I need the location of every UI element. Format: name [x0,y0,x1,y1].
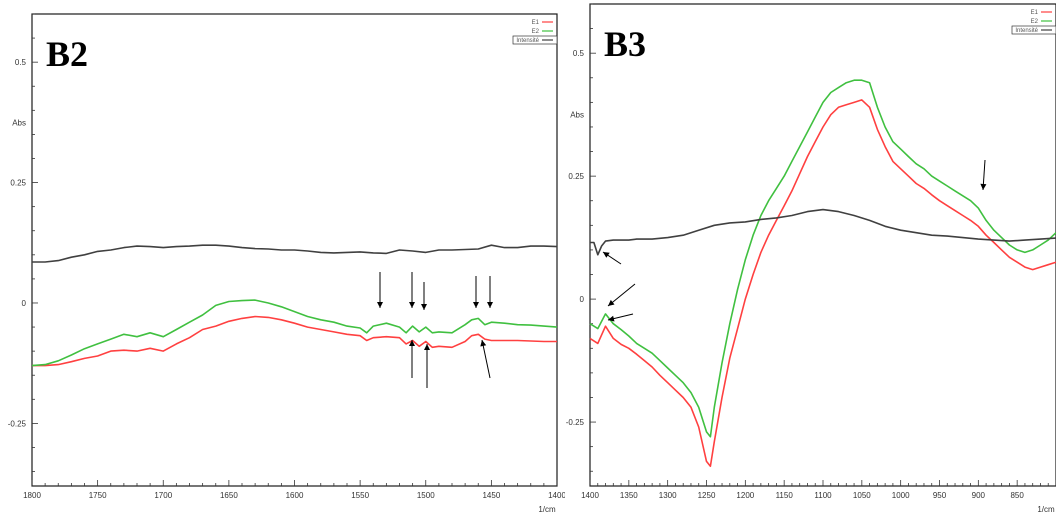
x-axis-unit: 1/cm [1037,505,1055,514]
x-tick-label: 1800 [23,491,41,500]
y-tick-label: 0 [22,299,27,308]
x-tick-label: 1500 [417,491,435,500]
x-tick-label: 1300 [659,491,677,500]
annotation-arrowhead [980,183,987,190]
annotation-arrowhead [424,344,430,350]
annotation-arrowhead [608,315,615,322]
annotation-arrowhead [409,340,415,346]
annotation-arrow [481,339,491,379]
chart-svg-b2: 1800 1750 1700 1650 1600 1550 1500 1450 1400 1/cm… [8,13,565,514]
x-tick-label: 1650 [220,491,238,500]
y-tick-label: -0.25 [566,418,585,427]
x-tick-label: 1100 [814,491,832,500]
series-line-red [32,315,557,367]
x-tick-label: 1750 [89,491,107,500]
x-tick-label: 1050 [853,491,871,500]
y-axis-label: Abs [12,118,26,127]
y-tick-label: 0.5 [573,49,585,58]
x-tick-label: 1400 [548,491,565,500]
series-line-green [31,299,558,367]
x-tick-label: 950 [933,491,947,500]
y-tick-label: 0.25 [568,172,584,181]
annotation-arrowhead [409,302,415,308]
x-tick-label: 1200 [736,491,754,500]
panel-label: B3 [604,24,646,64]
x-tick-label: 1550 [351,491,369,500]
legend-entry-label: Intensité [516,38,539,44]
annotation-arrowhead [377,302,383,308]
legend-box [512,35,558,45]
annotation-arrowhead [608,299,615,306]
panel-label: B2 [46,34,88,74]
annotation-arrowhead [473,302,479,308]
legend-entry-label: E2 [1031,19,1039,25]
annotation-arrowhead [487,302,493,308]
x-axis-unit: 1/cm [538,505,556,514]
x-tick-label: 1700 [154,491,172,500]
x-tick-label: 1450 [482,491,500,500]
y-tick-label: -0.25 [8,419,27,428]
x-tick-label: 1150 [776,491,794,500]
legend-entry-label: E2 [532,29,540,35]
plot-frame [589,3,1056,487]
series-line-dark [32,244,558,263]
y-tick-label: 0.25 [10,179,26,188]
legend-entry-label: E1 [1031,10,1039,16]
x-tick-label: 1250 [698,491,716,500]
legend-entry-label: E1 [532,20,540,26]
x-tick-label: 900 [972,491,986,500]
chart-svg-b3: 1400 1350 1300 1250 1200 1150 1100 1050 1000 950 9… [566,3,1056,514]
legend-entry-label: Intensité [1015,28,1038,34]
annotation-arrowhead [480,340,487,347]
series-line-dark [590,208,1056,256]
x-tick-label: 1000 [892,491,910,500]
chart-panel-b2: 1800 1750 1700 1650 1600 1550 1500 1450 1400 1/cm… [7,13,565,514]
y-axis-label: Abs [570,111,584,120]
y-tick-label: 0.5 [15,58,27,67]
series-line-green [589,79,1056,438]
y-tick-label: 0 [580,295,585,304]
annotation-arrowhead [421,304,427,310]
x-tick-label: 1350 [620,491,638,500]
x-tick-label: 1600 [286,491,304,500]
x-tick-label: 850 [1010,491,1024,500]
x-tick-label: 1400 [581,491,599,500]
chart-panel-b3: 1400 1350 1300 1250 1200 1150 1100 1050 1000 950 9… [565,0,1056,521]
series-line-red [589,99,1056,468]
annotation-arrowhead [603,252,610,258]
legend-box [1011,25,1056,35]
